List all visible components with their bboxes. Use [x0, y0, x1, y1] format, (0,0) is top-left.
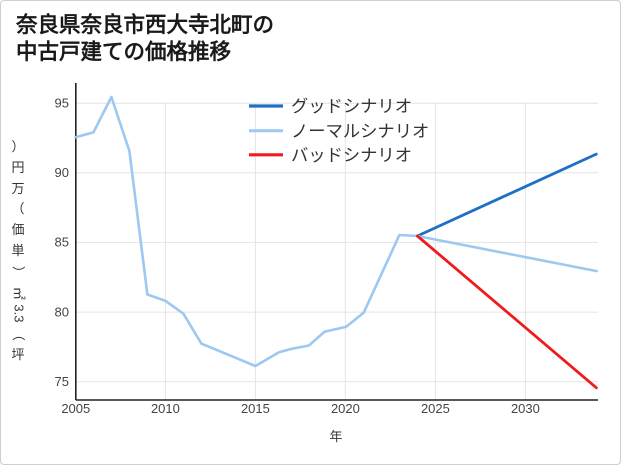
- svg-text:2030: 2030: [511, 401, 540, 416]
- svg-text:年: 年: [329, 429, 342, 444]
- svg-text:75: 75: [55, 374, 69, 389]
- svg-text:2025: 2025: [421, 401, 450, 416]
- svg-text:2005: 2005: [61, 401, 90, 416]
- svg-text:グッドシナリオ: グッドシナリオ: [291, 96, 412, 116]
- svg-text:80: 80: [55, 305, 69, 320]
- svg-text:2015: 2015: [241, 401, 270, 416]
- svg-text:2010: 2010: [151, 401, 180, 416]
- svg-text:95: 95: [55, 96, 69, 111]
- svg-text:90: 90: [55, 165, 69, 180]
- svg-text:85: 85: [55, 235, 69, 250]
- svg-text:2020: 2020: [331, 401, 360, 416]
- svg-text:ノーマルシナリオ: ノーマルシナリオ: [291, 121, 429, 141]
- svg-text:バッドシナリオ: バッドシナリオ: [291, 145, 412, 165]
